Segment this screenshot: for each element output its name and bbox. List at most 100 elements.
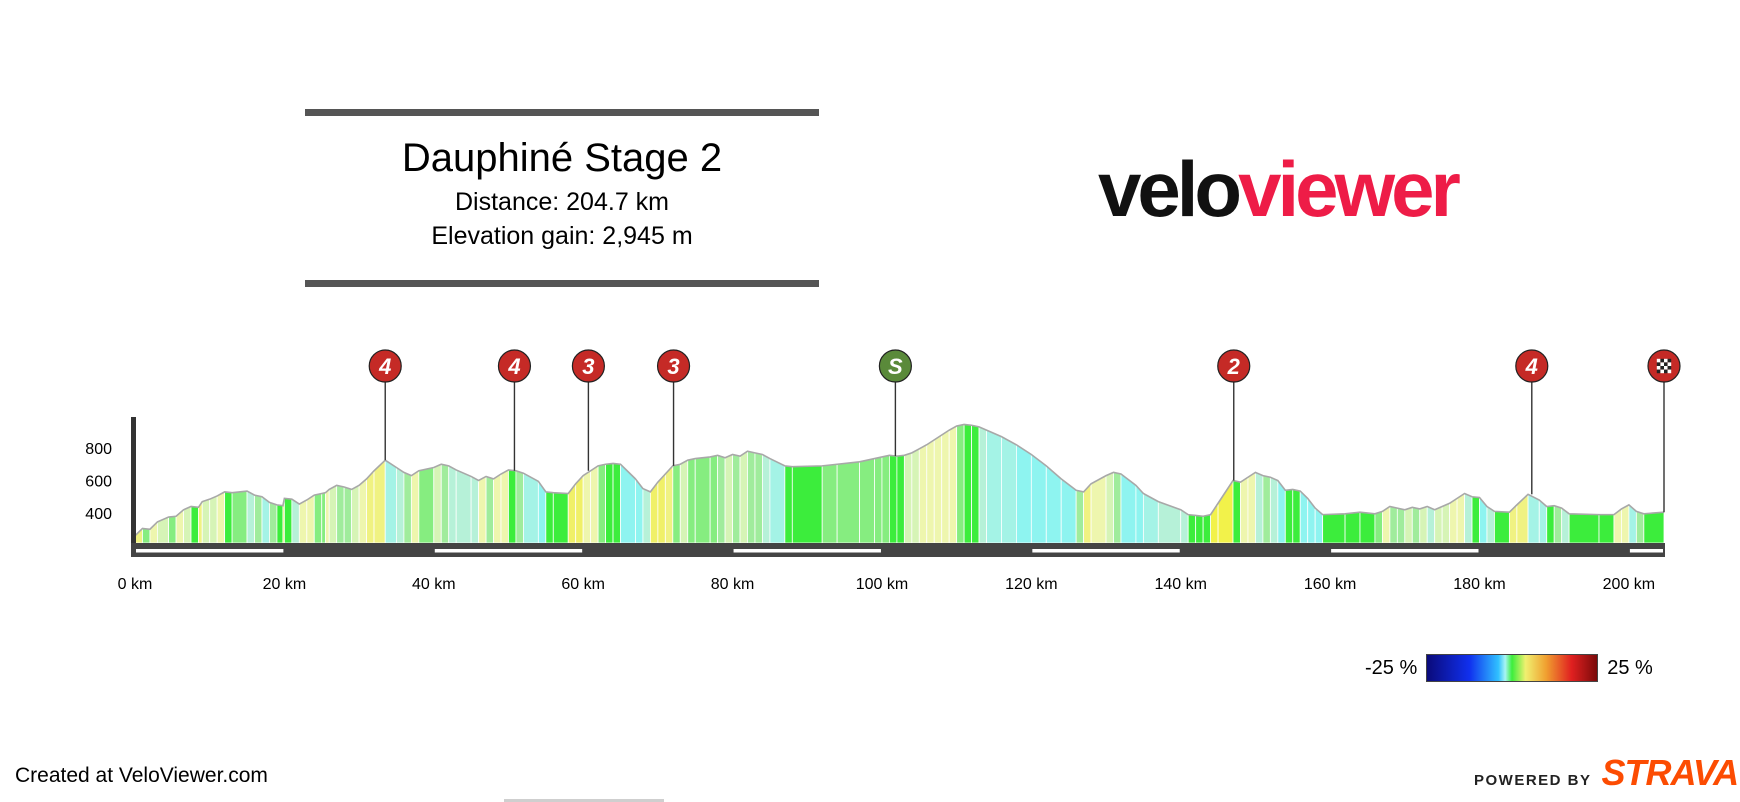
profile-segment [963,423,972,544]
gradient-legend: -25 % 25 % [1365,654,1653,682]
finish-flag-square [1664,362,1668,366]
profile-segment [956,423,965,544]
profile-segment [478,475,487,544]
profile-segment [948,425,958,544]
profile-segment [358,477,367,544]
created-at-link[interactable]: Created at VeloViewer.com [15,764,268,787]
profile-segment [747,450,756,544]
legend-max-label: 25 % [1607,656,1653,679]
profile-segment [762,453,771,544]
profile-segment [1621,504,1630,544]
profile-segment [500,469,509,544]
profile-segment [836,461,860,544]
profile-segment [328,484,338,544]
profile-segment [1247,471,1256,544]
profile-segment [1374,510,1383,544]
title-box: Dauphiné Stage 2 Distance: 204.7 km Elev… [305,109,819,287]
profile-segment [1635,510,1645,544]
marker-label: 2 [1227,354,1241,379]
stage-title: Dauphiné Stage 2 [401,136,723,180]
profile-segment [1344,511,1361,544]
profile-segment [291,498,300,544]
x-axis-scale-bar [434,549,583,553]
profile-segment [590,465,599,544]
profile-segment [1322,513,1346,544]
profile-segment [1001,435,1017,544]
profile-segment [612,462,621,544]
x-tick-label: 60 km [561,576,605,593]
y-axis-line [131,417,136,550]
profile-segment [1404,506,1413,544]
finish-flag-square [1660,369,1664,374]
scroll-indicator[interactable] [504,799,664,802]
profile-segment [694,456,711,544]
profile-segment [1516,493,1529,544]
profile-segment [1434,505,1443,544]
powered-by-label: POWERED BY [1474,772,1592,789]
profile-segment [978,426,987,544]
profile-segment [1015,444,1032,544]
profile-segment [874,456,883,544]
profile-segment [1195,514,1204,544]
profile-segment [552,492,569,544]
strava-logo: STRAVA [1601,752,1740,793]
profile-segment [1135,484,1144,544]
finish-flag-square [1656,369,1661,374]
marker-label: 4 [378,354,391,379]
profile-segment [1255,471,1264,544]
profile-segment [821,463,838,544]
profile-segment [351,484,360,544]
profile-segment [784,465,793,544]
logo-velo: velo [1098,145,1242,233]
profile-segment [582,470,592,544]
marker-label: 3 [582,354,594,379]
profile-segment [1411,506,1421,544]
profile-segment [410,470,420,544]
profile-segment [1292,488,1301,544]
climb-category-marker [656,349,691,383]
profile-segment [672,463,681,544]
profile-segment [1262,475,1271,544]
profile-segment [926,439,935,544]
finish-flag-square [1660,358,1664,363]
powered-by-strava[interactable]: POWERED BY STRAVA [1474,752,1740,794]
profile-segment [642,488,651,544]
profile-segment [1090,474,1107,544]
profile-segment [231,490,248,544]
profile-segment [1441,502,1451,544]
profile-segment [1464,492,1473,544]
stage-elevation-gain: Elevation gain: 2,945 m [431,222,693,250]
profile-segment [269,501,278,544]
marker-label: 4 [1525,354,1538,379]
profile-segment [941,429,950,544]
profile-segment [448,465,457,544]
finish-flag-square [1664,358,1668,363]
marker-label: 3 [667,354,679,379]
climb-category-marker [1217,349,1251,383]
profile-segment [373,459,386,544]
marker-label: 4 [507,354,520,379]
profile-segment [1075,489,1085,544]
profile-segment [190,506,199,544]
finish-flag-square [1656,366,1661,370]
finish-flag-square [1656,358,1661,363]
title-rule-bottom [305,280,819,287]
profile-segment [343,486,353,544]
legend-min-label: -25 % [1365,656,1418,679]
climb-category-marker [497,349,532,383]
profile-segment [1269,476,1279,544]
finish-flag-square [1667,369,1672,374]
profile-segment [911,448,920,544]
profile-segment [859,458,875,544]
veloviewer-logo[interactable]: veloviewer [1098,150,1461,228]
x-tick-label: 200 km [1603,576,1655,593]
profile-segment [1307,497,1316,544]
y-tick-label: 400 [85,506,112,523]
profile-segment [679,459,689,544]
marker-label: S [888,354,903,379]
profile-segment [440,463,450,544]
profile-segment [717,454,726,544]
profile-segment [597,463,606,544]
x-axis-scale-bar [1032,549,1180,553]
